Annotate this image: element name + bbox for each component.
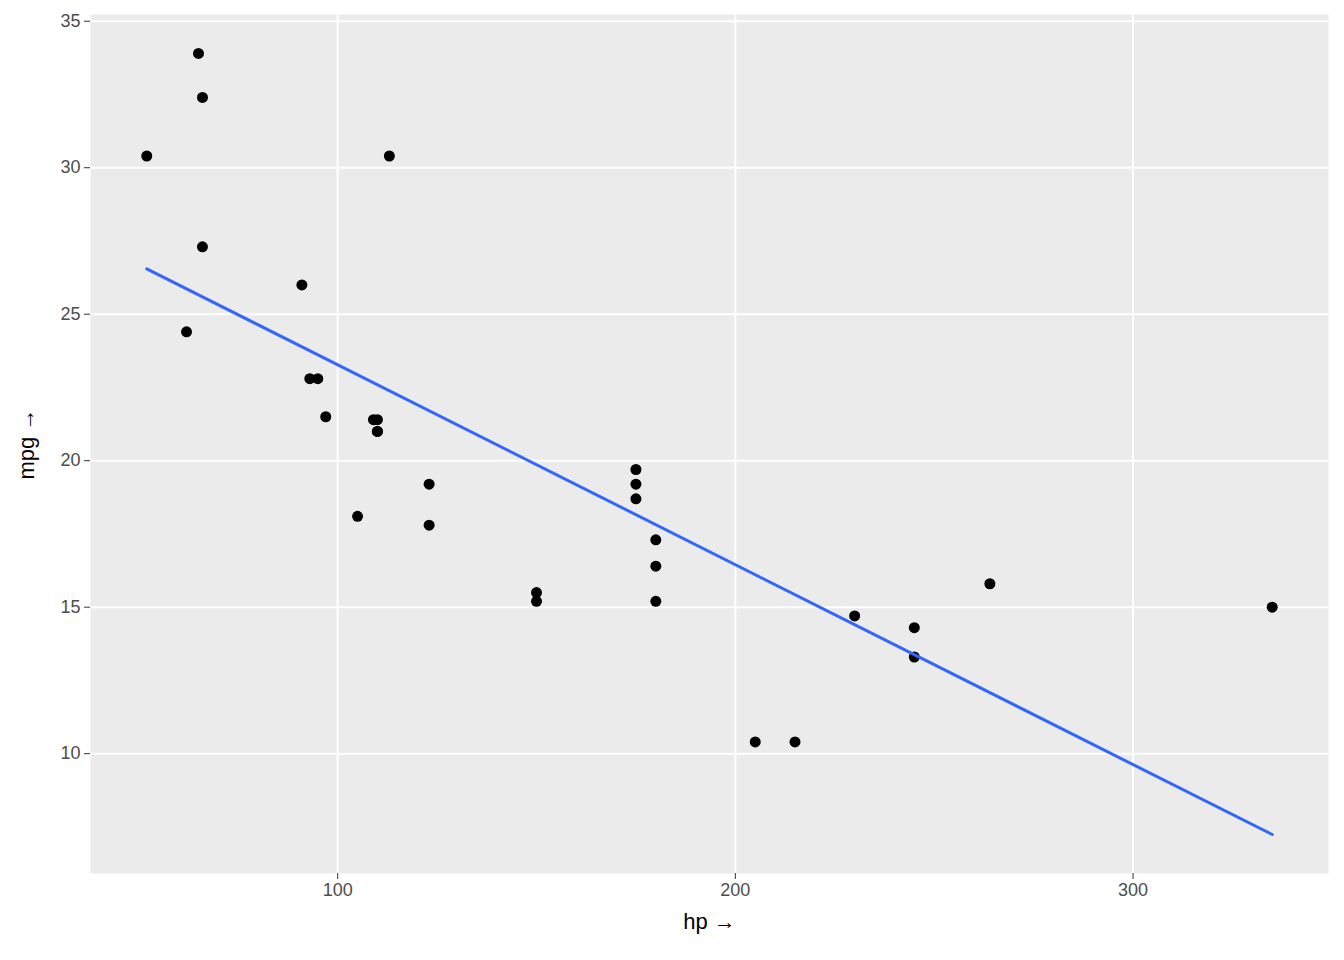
- svg-text:25: 25: [60, 304, 80, 324]
- svg-text:35: 35: [60, 11, 80, 31]
- svg-text:100: 100: [323, 880, 353, 900]
- svg-text:200: 200: [720, 880, 750, 900]
- svg-text:10: 10: [60, 743, 80, 763]
- svg-text:mpg →: mpg →: [14, 409, 39, 480]
- svg-text:30: 30: [60, 157, 80, 177]
- svg-text:300: 300: [1118, 880, 1148, 900]
- svg-text:15: 15: [60, 597, 80, 617]
- svg-text:20: 20: [60, 450, 80, 470]
- svg-text:hp →: hp →: [683, 909, 736, 934]
